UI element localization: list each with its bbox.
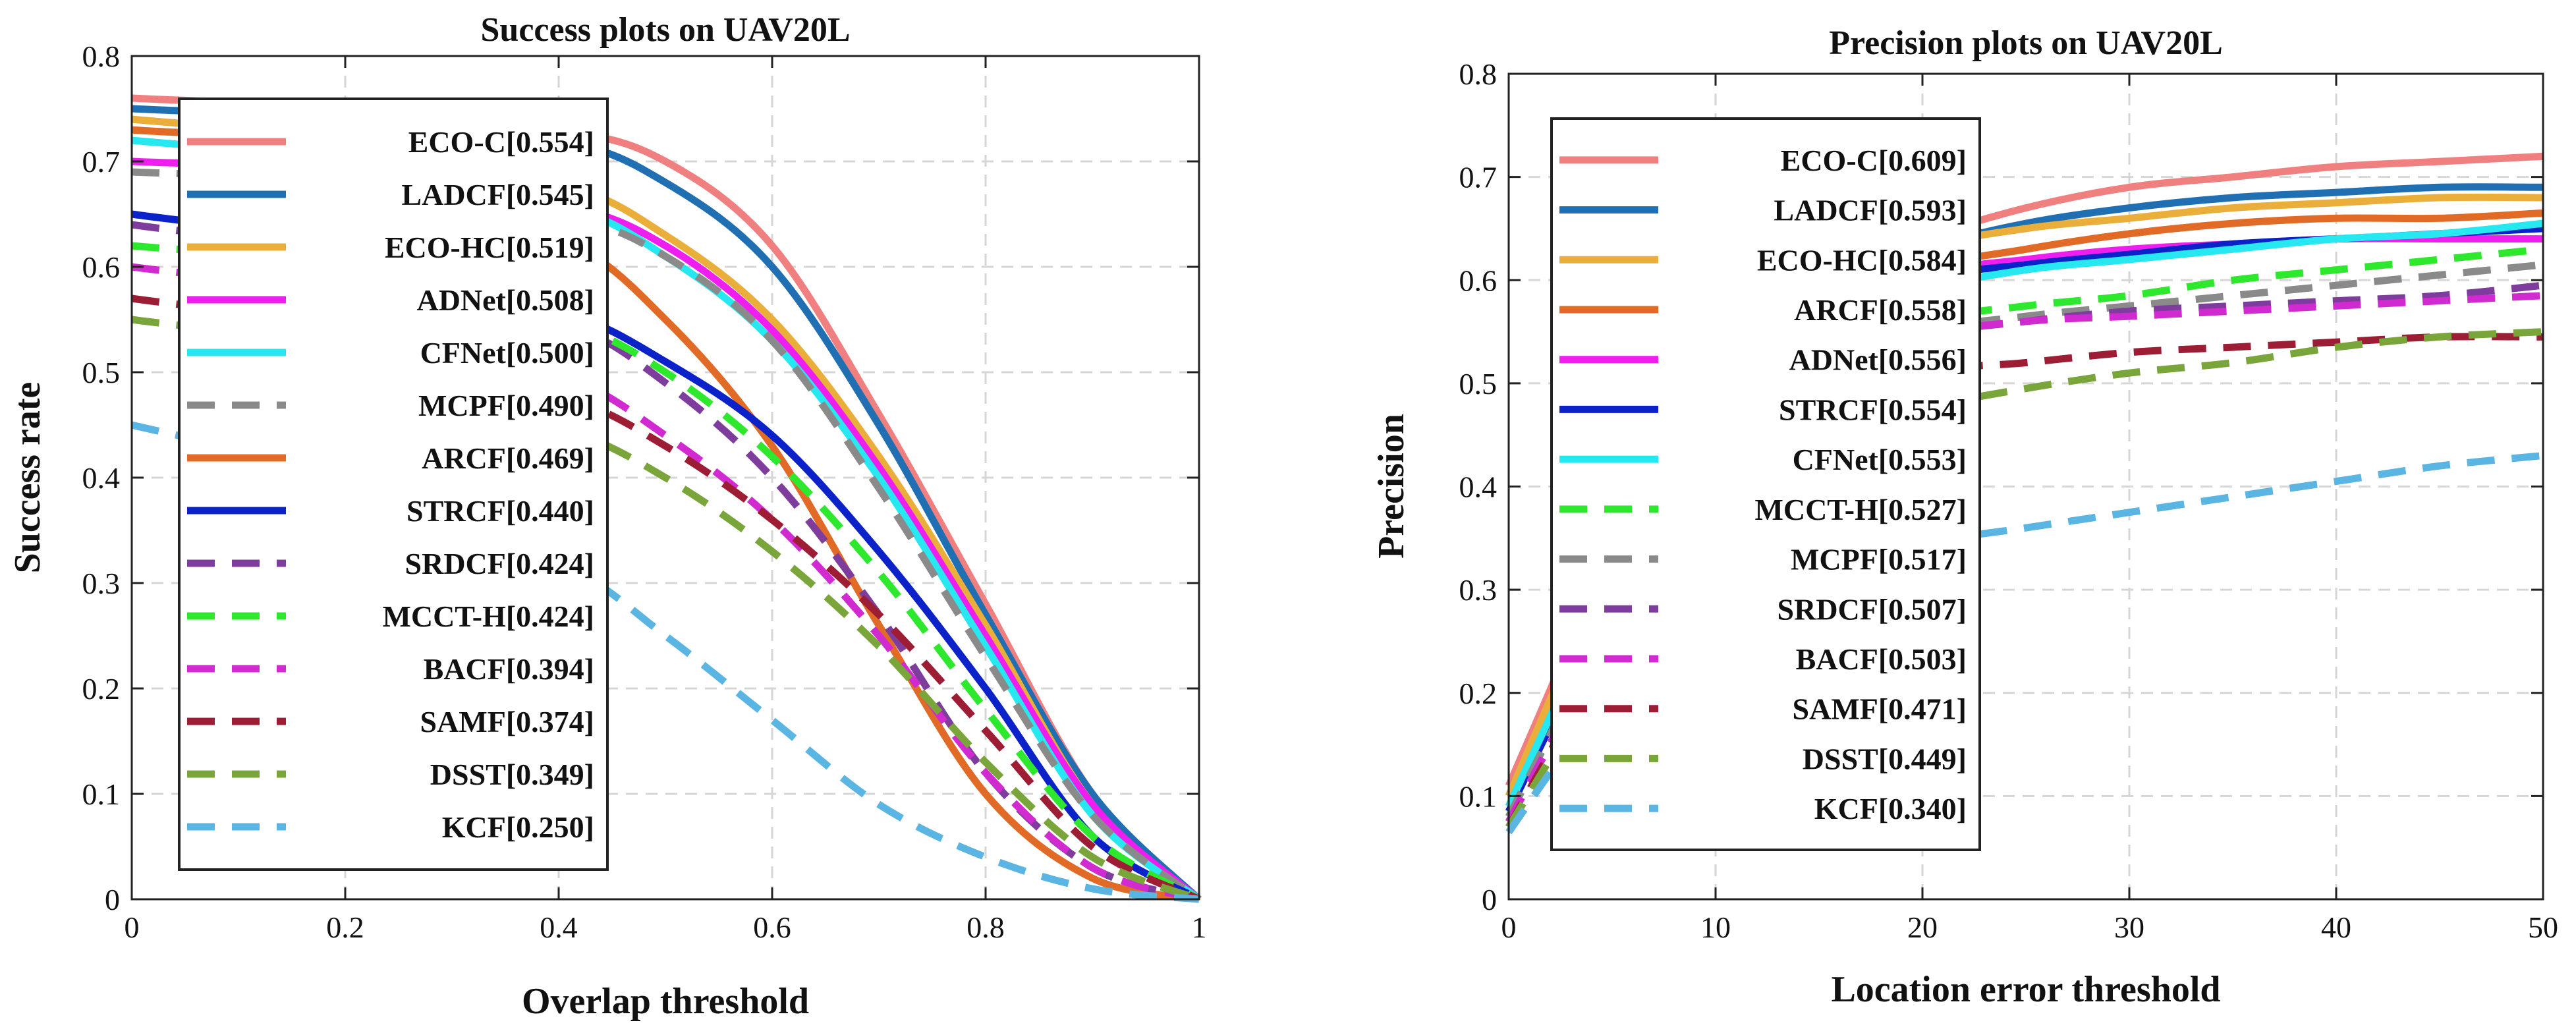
legend-label: CFNet[0.500] <box>420 336 594 370</box>
x-tick-label: 10 <box>1700 910 1731 944</box>
legend-label: MCPF[0.517] <box>1791 543 1967 576</box>
legend-label: STRCF[0.440] <box>406 494 594 528</box>
y-tick-label: 0.6 <box>1459 264 1498 297</box>
y-tick-label: 0 <box>1482 883 1497 916</box>
y-tick-label: 0.8 <box>82 40 121 73</box>
chart-title: Precision plots on UAV20L <box>1829 24 2223 62</box>
legend-label: BACF[0.394] <box>424 652 594 686</box>
x-tick-label: 1 <box>1192 910 1207 944</box>
legend-label: ARCF[0.558] <box>1794 293 1967 327</box>
y-tick-label: 0.4 <box>82 461 121 495</box>
y-tick-label: 0.4 <box>1459 470 1498 504</box>
legend-label: BACF[0.503] <box>1796 642 1967 676</box>
legend-label: KCF[0.340] <box>1814 792 1967 825</box>
x-tick-label: 0.4 <box>540 910 578 944</box>
y-tick-label: 0 <box>105 883 120 916</box>
legend: ECO-C[0.609] LADCF[0.593] ECO-HC[0.584] ARC… <box>1550 117 1981 851</box>
legend-label: CFNet[0.553] <box>1793 443 1967 476</box>
x-tick-label: 50 <box>2528 910 2558 944</box>
y-tick-label: 0.7 <box>1459 161 1498 194</box>
y-axis-label: Success rate <box>7 382 48 574</box>
legend-label: DSST[0.449] <box>1803 742 1967 775</box>
x-tick-label: 30 <box>2114 910 2144 944</box>
legend-label: ECO-C[0.554] <box>408 125 594 159</box>
chart-title: Success plots on UAV20L <box>480 11 850 49</box>
legend-label: MCCT-H[0.424] <box>382 600 594 633</box>
y-tick-label: 0.2 <box>1459 677 1498 710</box>
x-axis-label: Overlap threshold <box>522 981 809 1022</box>
y-tick-label: 0.3 <box>1459 573 1498 607</box>
legend-box <box>178 98 609 871</box>
legend-label: ADNet[0.556] <box>1789 343 1967 377</box>
legend-label: MCPF[0.490] <box>418 389 594 422</box>
legend-label: LADCF[0.545] <box>401 178 594 211</box>
x-tick-label: 40 <box>2321 910 2351 944</box>
x-tick-label: 0.2 <box>326 910 364 944</box>
legend-label: SRDCF[0.424] <box>405 547 594 580</box>
legend-label: LADCF[0.593] <box>1774 194 1967 227</box>
x-tick-label: 20 <box>1907 910 1938 944</box>
legend-label: ECO-HC[0.519] <box>385 231 594 264</box>
legend-label: MCCT-H[0.527] <box>1754 493 1967 526</box>
precision-plot: 0 10 20 30 40 50 0 0.1 0.2 0.3 0.4 0.5 0.6 0.7 0.8 Prec… <box>1371 24 2558 1010</box>
legend-label: DSST[0.349] <box>430 758 594 791</box>
y-tick-label: 0.6 <box>82 250 121 284</box>
legend-label: ADNet[0.508] <box>416 283 594 317</box>
legend-label: STRCF[0.554] <box>1779 393 1967 426</box>
y-tick-label: 0.1 <box>82 777 121 811</box>
legend-label: SAMF[0.471] <box>1793 692 1967 726</box>
x-axis-label: Location error threshold <box>1831 969 2220 1010</box>
y-axis-label: Precision <box>1371 414 1412 559</box>
x-tick-label: 0 <box>125 910 140 944</box>
legend-box <box>1550 117 1981 851</box>
x-tick-label: 0 <box>1501 910 1517 944</box>
legend-label: ECO-C[0.609] <box>1781 144 1967 177</box>
legend: ECO-C[0.554] LADCF[0.545] ECO-HC[0.519] ADN… <box>178 98 609 871</box>
y-tick-label: 0.8 <box>1459 57 1498 91</box>
y-tick-label: 0.7 <box>82 145 121 179</box>
x-tick-label: 0.8 <box>966 910 1005 944</box>
legend-label: SAMF[0.374] <box>420 705 594 739</box>
y-tick-label: 0.5 <box>82 356 121 389</box>
x-tick-label: 0.6 <box>753 910 791 944</box>
success-plot: 0 0.2 0.4 0.6 0.8 1 0 0.1 0.2 0.3 0.4 0.5 0.6 0.7 0.8 S… <box>7 11 1207 1022</box>
y-tick-label: 0.3 <box>82 567 121 600</box>
legend-label: ECO-HC[0.584] <box>1757 243 1967 277</box>
y-tick-label: 0.1 <box>1459 779 1498 813</box>
legend-label: SRDCF[0.507] <box>1778 592 1967 626</box>
y-tick-label: 0.2 <box>82 672 121 706</box>
legend-label: KCF[0.250] <box>442 810 594 844</box>
y-tick-label: 0.5 <box>1459 367 1498 401</box>
legend-label: ARCF[0.469] <box>422 441 594 475</box>
